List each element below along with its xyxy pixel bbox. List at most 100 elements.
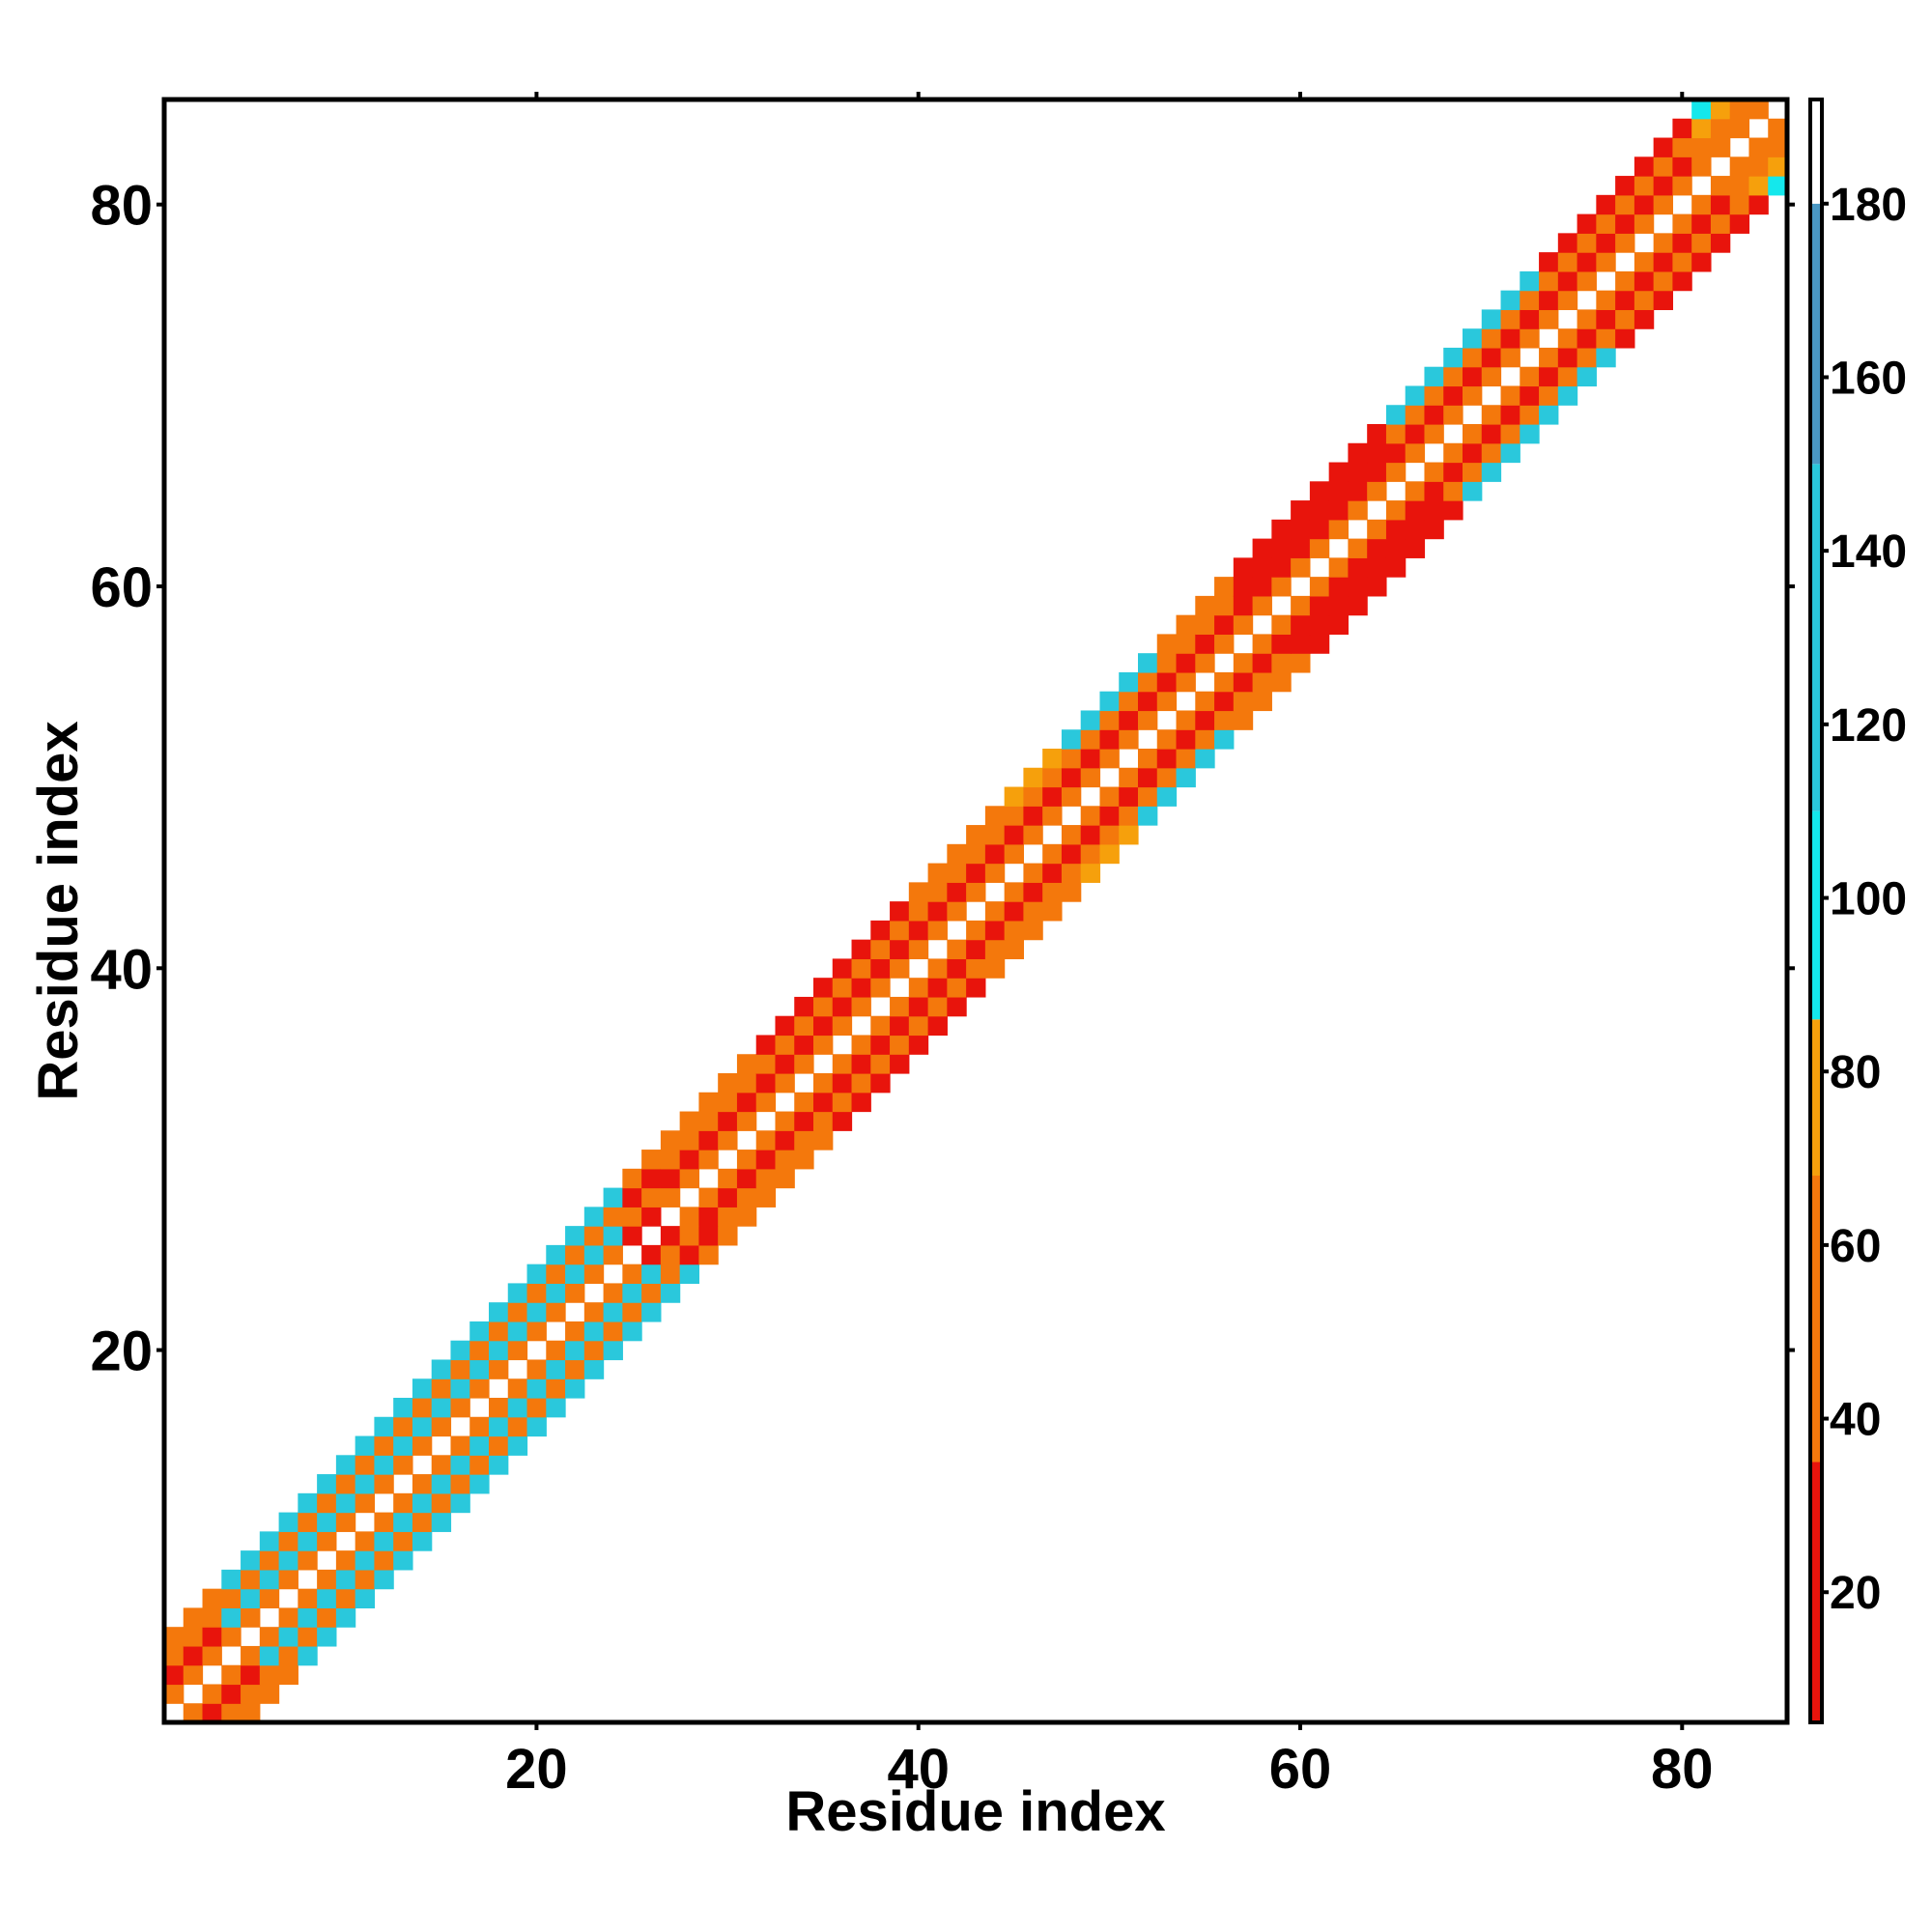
heatmap-cell <box>851 958 871 979</box>
heatmap-cell <box>1233 577 1254 597</box>
heatmap-cell <box>1710 194 1731 215</box>
heatmap-cell <box>813 1111 834 1131</box>
heatmap-cell <box>736 1207 757 1227</box>
y-tick-label: 40 <box>90 938 153 1001</box>
heatmap-cell <box>1099 825 1120 845</box>
heatmap-cell <box>335 1550 356 1571</box>
heatmap-cell <box>1405 500 1426 521</box>
heatmap-cell <box>755 1130 777 1151</box>
heatmap-cell <box>1271 577 1292 597</box>
heatmap-cell <box>1424 519 1444 540</box>
heatmap-cell <box>1080 767 1101 788</box>
heatmap-cell <box>1463 424 1483 444</box>
heatmap-cell <box>1615 290 1635 311</box>
heatmap-cell <box>1443 481 1463 501</box>
heatmap-cell <box>813 1035 834 1055</box>
heatmap-cell <box>984 958 1006 979</box>
heatmap-cell <box>1424 405 1444 425</box>
heatmap-cell <box>1291 614 1311 636</box>
heatmap-cell <box>1119 671 1139 693</box>
heatmap-cell <box>1634 156 1655 177</box>
heatmap-cell <box>1328 462 1350 482</box>
heatmap-cell <box>1385 557 1406 578</box>
heatmap-cell <box>507 1398 528 1418</box>
heatmap-cell <box>1099 786 1120 807</box>
heatmap-cell <box>1672 156 1692 177</box>
heatmap-cell <box>1653 290 1674 311</box>
heatmap-cell <box>1596 194 1616 215</box>
heatmap-cell <box>298 1531 318 1551</box>
heatmap-cell <box>1748 194 1769 215</box>
heatmap-cell <box>583 1302 605 1322</box>
heatmap-cell <box>813 996 834 1017</box>
heatmap-cell <box>1214 634 1235 654</box>
heatmap-cell <box>1328 577 1350 597</box>
heatmap-cell <box>1557 347 1578 368</box>
heatmap-cell <box>1424 481 1444 501</box>
heatmap-cell <box>890 920 910 941</box>
heatmap-cell <box>183 1664 204 1686</box>
heatmap-cell <box>1291 519 1311 540</box>
heatmap-cell <box>870 1035 891 1055</box>
heatmap-cell <box>1252 557 1272 578</box>
heatmap-cell <box>1309 500 1330 521</box>
heatmap-cell <box>1481 424 1502 444</box>
heatmap-cell <box>221 1569 242 1590</box>
heatmap-cell <box>1176 653 1196 673</box>
heatmap-cell <box>1557 328 1578 349</box>
heatmap-cell <box>1367 481 1387 501</box>
heatmap-cell <box>1557 366 1578 387</box>
heatmap-cell <box>1385 500 1406 521</box>
heatmap-cell <box>1271 519 1292 540</box>
heatmap-cell <box>984 843 1006 865</box>
heatmap-cell <box>1539 347 1559 368</box>
heatmap-cell <box>947 958 967 979</box>
heatmap-cell <box>736 1092 757 1113</box>
heatmap-cell <box>1443 366 1463 387</box>
heatmap-cell <box>813 1092 834 1113</box>
x-tick-label: 80 <box>1651 1738 1714 1801</box>
heatmap-cell <box>1195 691 1215 712</box>
heatmap-cell <box>870 1015 891 1037</box>
heatmap-cell <box>1463 385 1483 406</box>
colorbar-tick-label: 20 <box>1830 1568 1881 1619</box>
heatmap-cell <box>393 1398 413 1418</box>
heatmap-cell <box>412 1531 433 1551</box>
heatmap-cell <box>1080 806 1101 826</box>
heatmap-cell <box>1577 347 1597 368</box>
heatmap-cell <box>966 920 986 941</box>
heatmap-cell <box>1539 290 1559 311</box>
heatmap-cell <box>298 1627 318 1647</box>
heatmap-cell <box>546 1398 566 1418</box>
heatmap-cell <box>1577 366 1597 387</box>
heatmap-cell <box>698 1207 719 1227</box>
heatmap-cell <box>583 1359 605 1379</box>
heatmap-cell <box>966 863 986 883</box>
colorbar-tick-label: 40 <box>1830 1395 1881 1446</box>
heatmap-cell <box>1156 691 1178 712</box>
heatmap-cell <box>241 1684 261 1704</box>
heatmap-cell <box>813 1130 834 1151</box>
heatmap-cell <box>355 1492 376 1514</box>
heatmap-cell <box>679 1226 700 1246</box>
heatmap-cell <box>431 1359 452 1379</box>
heatmap-cell <box>1385 442 1406 464</box>
heatmap-cell <box>355 1435 376 1456</box>
heatmap-cell <box>1042 843 1063 865</box>
heatmap-cell <box>1691 156 1712 177</box>
heatmap-cell <box>1634 309 1655 329</box>
heatmap-cell <box>1691 118 1712 139</box>
heatmap-cell <box>412 1416 433 1437</box>
heatmap-cell <box>1367 424 1387 444</box>
heatmap-cell <box>1156 786 1178 807</box>
heatmap-cell <box>450 1340 470 1361</box>
heatmap-cell <box>1309 481 1330 501</box>
heatmap-cell <box>1596 328 1616 349</box>
heatmap-cell <box>832 1054 853 1074</box>
heatmap-cell <box>927 920 948 941</box>
heatmap-cell <box>164 1645 185 1666</box>
heatmap-cell <box>317 1627 337 1647</box>
heatmap-cell <box>1291 653 1311 673</box>
heatmap-cell <box>1004 882 1025 902</box>
heatmap-cell <box>718 1168 738 1189</box>
